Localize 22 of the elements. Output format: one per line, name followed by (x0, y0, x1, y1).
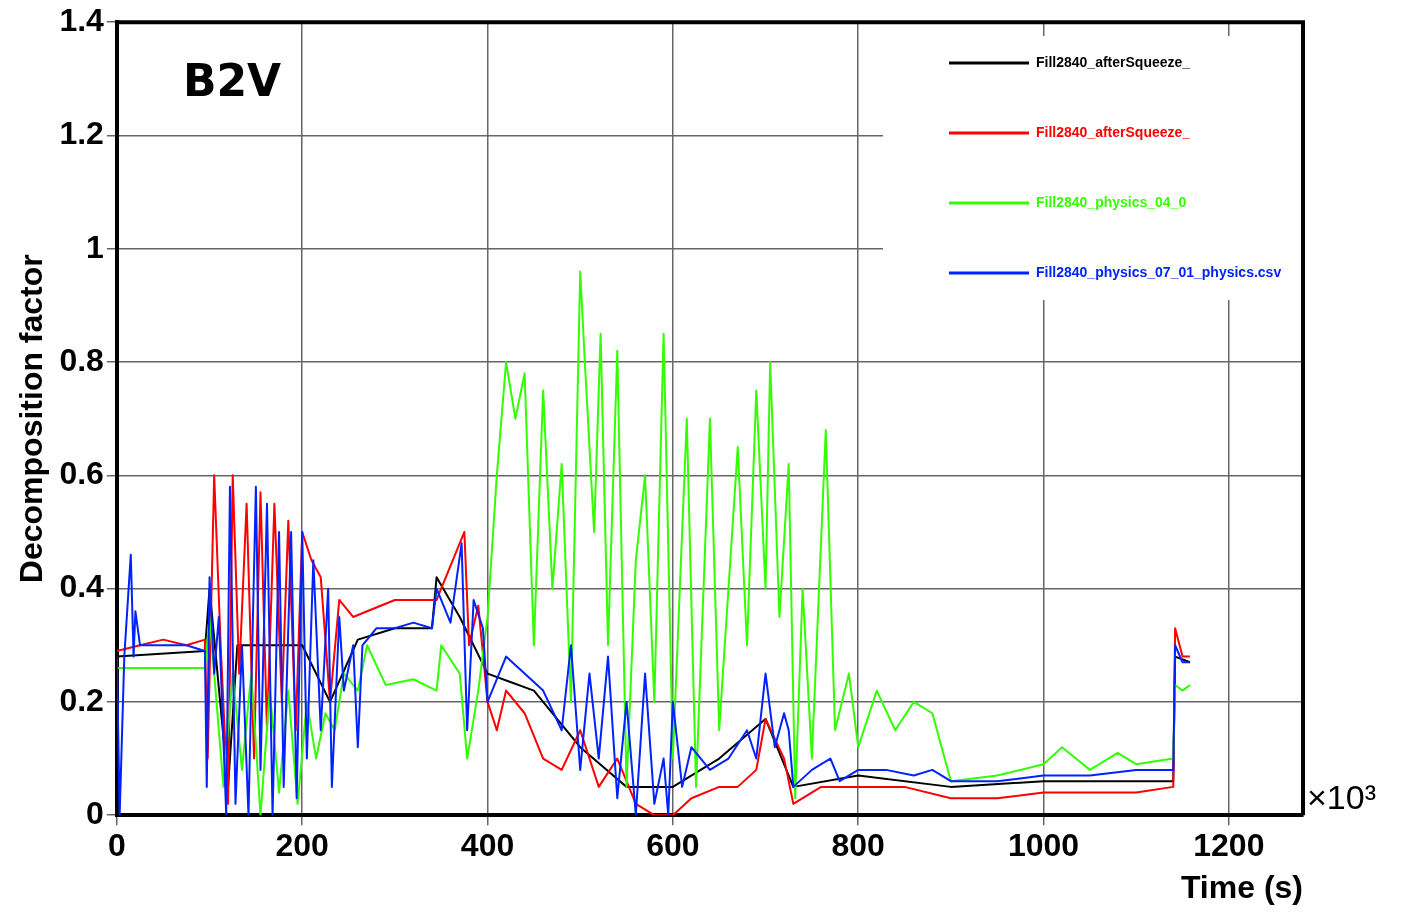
x-tick-label: 600 (646, 827, 700, 864)
text: Fill2840_afterSqueeze_ (1036, 53, 1191, 70)
y-tick-label: 0.6 (59, 455, 104, 492)
text: ×10³ (1307, 777, 1376, 816)
y-tick-label: 1.2 (59, 115, 104, 152)
text: B2V (182, 54, 282, 106)
x-tick-label: 1000 (1007, 827, 1080, 864)
x-tick-label: 200 (275, 827, 329, 864)
x-axis-title: Time (s) (1180, 868, 1303, 905)
y-tick-label: 0 (86, 795, 104, 832)
y-axis-title: Decomposition factor (13, 254, 50, 584)
y-tick-label: 1.4 (59, 2, 105, 39)
x-tick-label: 800 (831, 827, 885, 864)
text: Fill2840_afterSqueeze_ (1036, 123, 1191, 140)
y-tick-label: 0.2 (59, 681, 104, 718)
y-tick-label: 0.4 (59, 568, 105, 605)
x-tick-label: 400 (460, 827, 515, 864)
y-tick-label: 0.8 (59, 341, 104, 378)
text: Fill2840_physics_04_0 (1036, 193, 1187, 210)
text: Fill2840_physics_07_01_physics.csv (1036, 263, 1282, 280)
y-tick-label: 1 (86, 228, 104, 265)
x-tick-label: 1200 (1193, 827, 1265, 864)
